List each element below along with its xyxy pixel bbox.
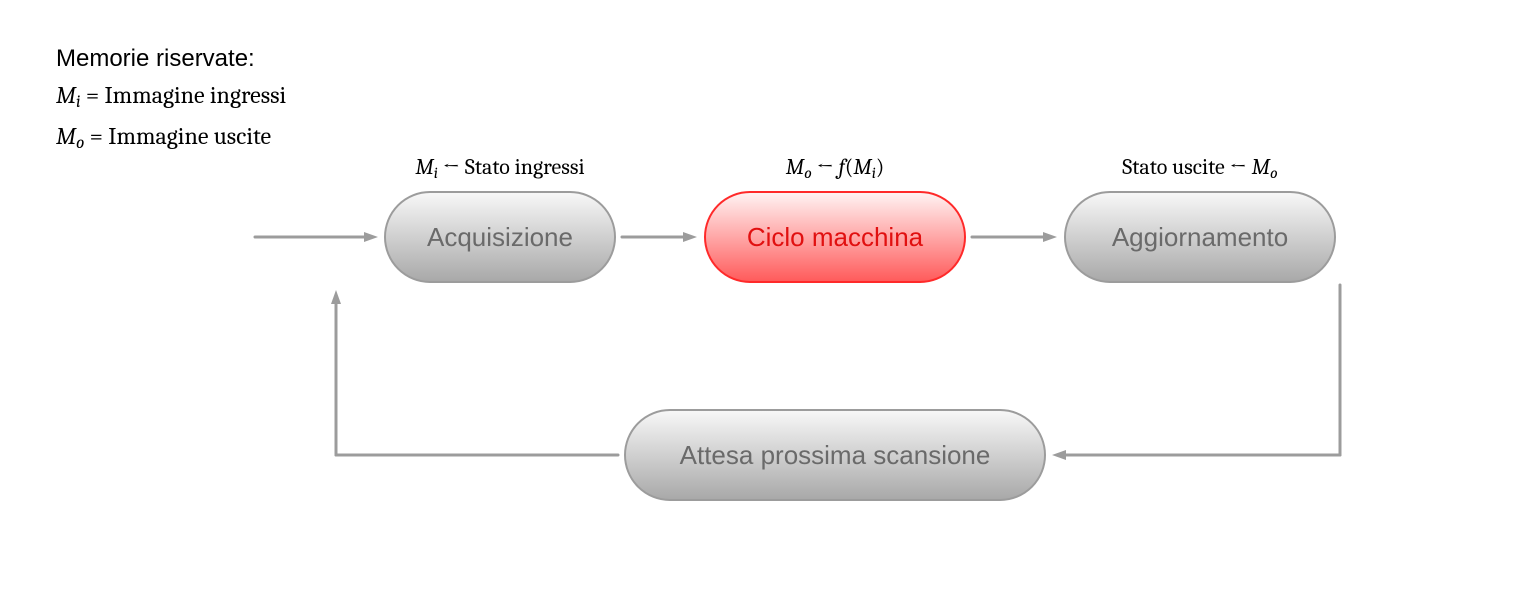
node-acquisizione-label: Acquisizione (427, 222, 573, 252)
node-attesa: Attesa prossima scansione (625, 410, 1045, 500)
legend-line-1: Mi = Immagine ingressi (56, 81, 287, 112)
node-aggiornamento: Aggiornamento (1065, 192, 1335, 282)
caption-aggiornamento: Stato uscite ← Mo (1122, 154, 1278, 182)
flow-diagram: Memorie riservate: Mi = Immagine ingress… (0, 0, 1537, 600)
caption-acquisizione: Mi ← Stato ingressi (415, 154, 584, 182)
caption-ciclo: Mo ← f(Mi) (786, 154, 885, 182)
node-aggiornamento-label: Aggiornamento (1112, 222, 1288, 252)
node-ciclo-label: Ciclo macchina (747, 222, 924, 252)
legend-title: Memorie riservate: (56, 45, 255, 72)
legend-line-2: Mo = Immagine uscite (56, 122, 272, 153)
node-attesa-label: Attesa prossima scansione (680, 440, 991, 470)
node-ciclo-macchina: Ciclo macchina (705, 192, 965, 282)
node-acquisizione: Acquisizione (385, 192, 615, 282)
